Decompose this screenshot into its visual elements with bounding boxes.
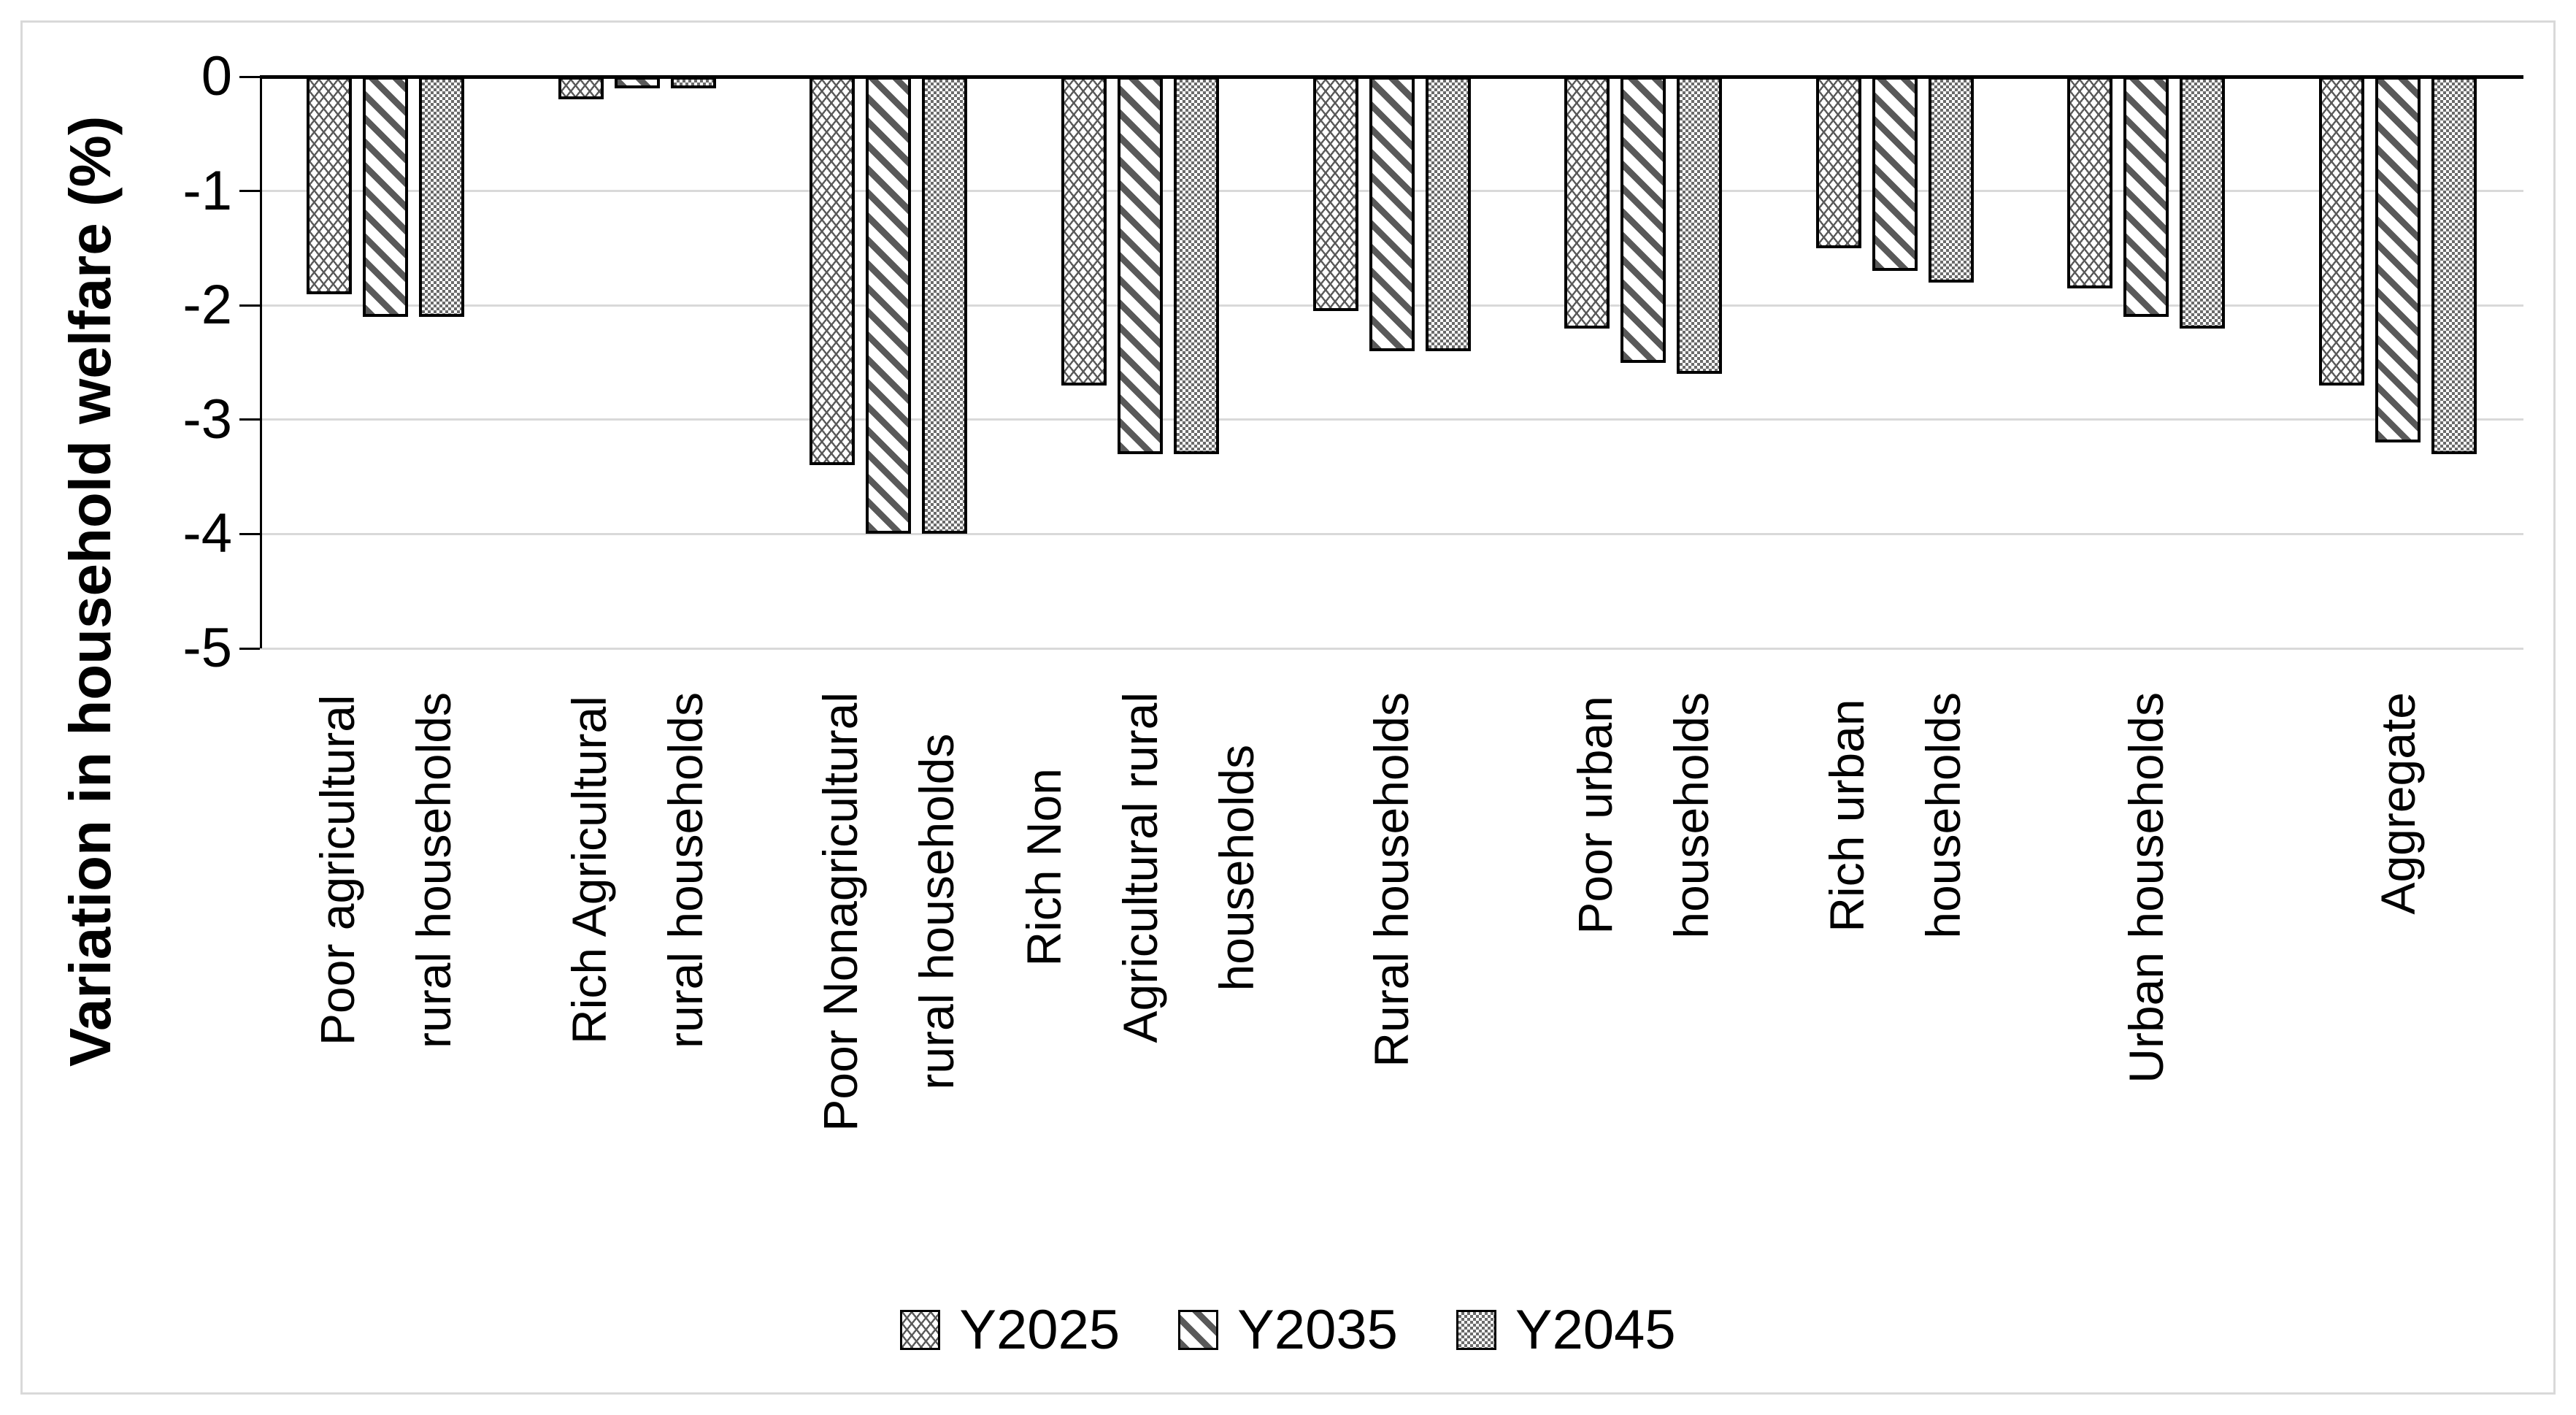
bar-Y2045 xyxy=(2180,77,2226,329)
x-axis-zero-line xyxy=(260,75,2523,79)
x-category-label: Rich Agricultural rural households xyxy=(561,692,712,1048)
bar-Y2035 xyxy=(1620,77,1666,363)
y-tick-label: -2 xyxy=(182,274,232,337)
x-category-label-cell: Rich urban households xyxy=(1769,692,2021,939)
y-tick-label: -3 xyxy=(182,388,232,450)
x-category-label: Aggregate xyxy=(2370,692,2425,915)
x-category-label: Rich Non Agricultural rural households xyxy=(1016,692,1264,1043)
bar-Y2035 xyxy=(1872,77,1918,272)
gridline xyxy=(260,647,2523,650)
bar-Y2045 xyxy=(1173,77,1219,454)
x-category-label: Poor urban households xyxy=(1568,692,1719,939)
legend-label-Y2035: Y2035 xyxy=(1237,1299,1398,1361)
legend-entry-Y2035: Y2035 xyxy=(1178,1298,1398,1362)
bar-Y2025 xyxy=(1815,77,1861,248)
bar-Y2035 xyxy=(1369,77,1415,351)
gridline xyxy=(260,418,2523,421)
y-axis-tick xyxy=(239,418,260,421)
x-category-label-cell: Poor urban households xyxy=(1518,692,1769,939)
x-category-label-cell: Poor agricultural rural households xyxy=(260,692,512,1048)
bar-Y2025 xyxy=(558,77,604,100)
bar-Y2035 xyxy=(363,77,409,317)
y-axis-tick xyxy=(239,304,260,307)
y-tick-label: -5 xyxy=(182,617,232,679)
bar-Y2025 xyxy=(1312,77,1358,312)
y-axis-tick xyxy=(239,190,260,193)
x-category-label-cell: Rich Agricultural rural households xyxy=(512,692,764,1048)
x-category-label: Poor Nonagricultural rural households xyxy=(813,692,964,1132)
bar-Y2035 xyxy=(2123,77,2169,317)
bar-Y2045 xyxy=(419,77,465,317)
x-category-label: Poor agricultural rural households xyxy=(310,692,461,1048)
legend-label-Y2045: Y2045 xyxy=(1515,1299,1676,1361)
bar-Y2025 xyxy=(2067,77,2113,288)
legend-swatch-Y2025 xyxy=(900,1310,941,1350)
bar-Y2045 xyxy=(2431,77,2477,454)
y-axis-tick xyxy=(239,647,260,650)
bar-Y2035 xyxy=(2375,77,2421,443)
legend-label-Y2025: Y2025 xyxy=(959,1299,1120,1361)
bar-Y2035 xyxy=(1117,77,1163,454)
x-category-label-cell: Aggregate xyxy=(2272,692,2523,915)
bar-Y2045 xyxy=(1928,77,1974,283)
x-category-label: Urban households xyxy=(2119,692,2174,1084)
x-category-label: Rural households xyxy=(1364,692,1419,1067)
bar-Y2035 xyxy=(866,77,912,534)
y-axis-tick xyxy=(239,75,260,78)
y-axis-title: Variation in household welfare (%) xyxy=(58,115,123,1067)
bar-Y2045 xyxy=(1425,77,1471,351)
bar-Y2045 xyxy=(922,77,968,534)
chart-panel-border xyxy=(20,20,2556,1395)
x-category-label-cell: Rural households xyxy=(1266,692,1518,1067)
bar-Y2025 xyxy=(1564,77,1610,329)
legend-entry-Y2025: Y2025 xyxy=(900,1298,1120,1362)
legend-swatch-Y2035 xyxy=(1178,1310,1219,1350)
bar-Y2025 xyxy=(307,77,353,294)
bar-Y2025 xyxy=(2318,77,2364,386)
y-tick-label: 0 xyxy=(201,45,232,107)
x-category-label-cell: Rich Non Agricultural rural households xyxy=(1015,692,1266,1043)
legend-entry-Y2045: Y2045 xyxy=(1456,1298,1676,1362)
bar-Y2025 xyxy=(1061,77,1107,386)
y-tick-label: -1 xyxy=(182,159,232,222)
x-category-label-cell: Urban households xyxy=(2021,692,2272,1084)
bar-Y2045 xyxy=(1677,77,1723,375)
y-tick-label: -4 xyxy=(182,502,232,565)
legend-swatch-Y2045 xyxy=(1456,1310,1496,1350)
bar-Y2025 xyxy=(810,77,856,466)
gridline xyxy=(260,532,2523,535)
legend: Y2025 Y2035 Y2045 xyxy=(0,1298,2576,1362)
y-axis-tick xyxy=(239,532,260,535)
x-category-label-cell: Poor Nonagricultural rural households xyxy=(763,692,1015,1132)
x-category-label: Rich urban households xyxy=(1819,692,1970,939)
y-axis-line xyxy=(260,77,262,648)
